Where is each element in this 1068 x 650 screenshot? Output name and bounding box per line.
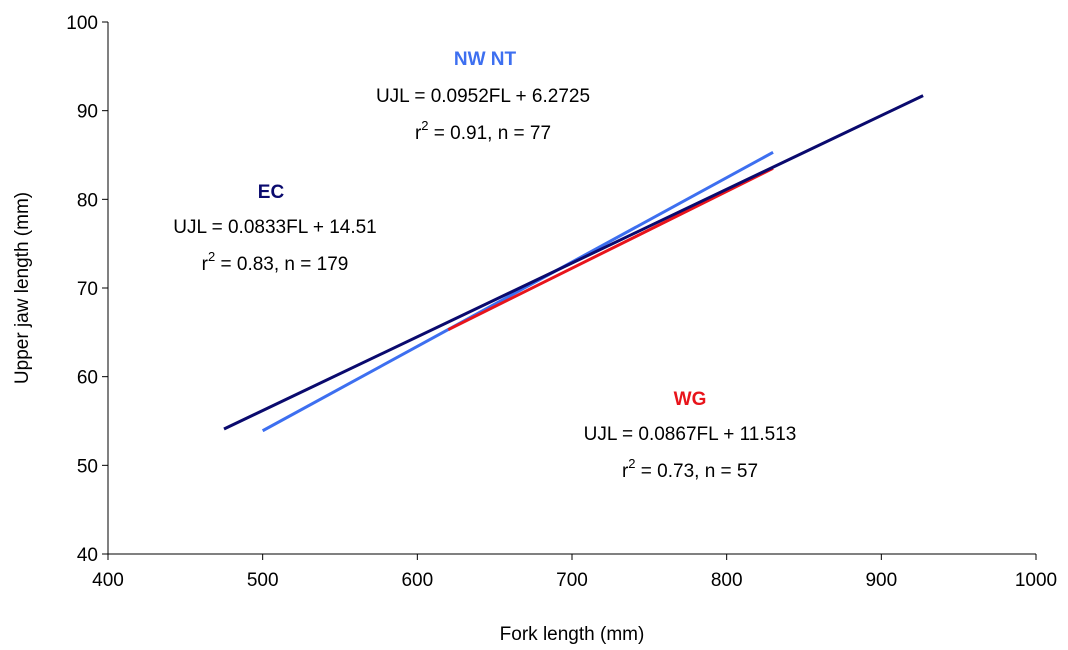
annotation-nw-nt: NW NT UJL = 0.0952FL + 6.2725 r2 = 0.91,… <box>376 49 590 144</box>
stats-values: = 0.83, n = 179 <box>215 254 348 275</box>
stats-values: = 0.91, n = 77 <box>429 123 552 144</box>
r-exponent: 2 <box>421 118 428 133</box>
x-tick-label: 700 <box>556 570 588 591</box>
annotation-ec-title: EC <box>258 182 285 203</box>
x-tick-label: 900 <box>865 570 897 591</box>
annotation-wg-stats: r2 = 0.73, n = 57 <box>622 456 758 482</box>
y-tick-label: 90 <box>77 102 98 123</box>
annotation-ec-stats: r2 = 0.83, n = 179 <box>202 249 349 275</box>
series-line-nw-nt <box>261 151 774 433</box>
stats-values: = 0.73, n = 57 <box>636 461 759 482</box>
r-symbol: r <box>622 461 629 482</box>
y-tick-label: 80 <box>77 190 98 211</box>
r-exponent: 2 <box>628 456 635 471</box>
y-tick-label: 100 <box>66 13 98 34</box>
r-exponent: 2 <box>208 249 215 264</box>
r-symbol: r <box>415 123 422 144</box>
x-tick-label: 600 <box>401 570 433 591</box>
annotation-ec: EC UJL = 0.0833FL + 14.51 r2 = 0.83, n =… <box>173 182 377 275</box>
ticks: 40 50 60 70 80 90 100 400 500 600 700 800 900 1000 <box>66 13 1057 591</box>
x-tick-label: 1000 <box>1015 570 1057 591</box>
x-tick-label: 400 <box>92 570 124 591</box>
r-symbol: r <box>202 254 209 275</box>
y-axis-title: Upper jaw length (mm) <box>12 192 33 384</box>
x-axis-title: Fork length (mm) <box>500 624 645 645</box>
y-tick-label: 70 <box>77 279 98 300</box>
annotation-nw-nt-equation: UJL = 0.0952FL + 6.2725 <box>376 86 590 107</box>
annotation-wg-equation: UJL = 0.0867FL + 11.513 <box>584 424 797 445</box>
x-tick-label: 800 <box>711 570 743 591</box>
y-tick-label: 50 <box>77 456 98 477</box>
x-tick-label: 500 <box>247 570 279 591</box>
y-tick-label: 60 <box>77 368 98 389</box>
annotation-wg: WG UJL = 0.0867FL + 11.513 r2 = 0.73, n … <box>584 389 797 482</box>
annotation-nw-nt-title: NW NT <box>454 49 517 70</box>
annotation-nw-nt-stats: r2 = 0.91, n = 77 <box>415 118 551 144</box>
annotation-wg-title: WG <box>674 389 707 410</box>
annotation-ec-equation: UJL = 0.0833FL + 14.51 <box>173 217 377 238</box>
series-line-ec <box>223 94 924 431</box>
series-line-wg <box>447 166 774 332</box>
y-tick-label: 40 <box>77 545 98 566</box>
series-lines <box>223 94 924 433</box>
